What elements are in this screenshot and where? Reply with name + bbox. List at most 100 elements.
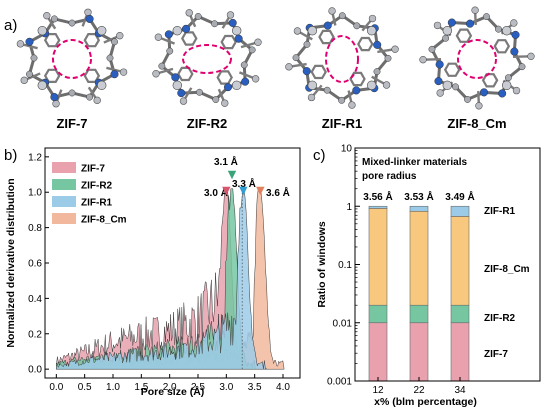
bar-segment-zif-7 bbox=[368, 322, 388, 382]
carbon-atom bbox=[185, 9, 193, 17]
carbon-atom bbox=[433, 21, 442, 30]
zinc-atom bbox=[307, 25, 318, 36]
structure-label: ZIF-R2 bbox=[187, 116, 227, 131]
legend-label: ZIF-8_Cm bbox=[81, 215, 127, 226]
legend-label: ZIF-7 bbox=[81, 164, 105, 175]
carbon-atom bbox=[303, 40, 311, 48]
carbon-atom bbox=[348, 101, 356, 109]
peak-label: 3.3 Å bbox=[232, 177, 256, 190]
carbon-atom bbox=[166, 47, 174, 55]
carbon-atom bbox=[391, 45, 399, 53]
nitrogen-atom bbox=[110, 70, 119, 79]
carbon-atom bbox=[483, 13, 490, 21]
carbon-atom bbox=[323, 86, 331, 94]
zinc-atom bbox=[307, 80, 318, 91]
legend-label: ZIF-R2 bbox=[81, 181, 113, 192]
peak-marker-icon bbox=[222, 186, 231, 196]
y-tick-label: 10 bbox=[341, 144, 353, 155]
aromatic-ring bbox=[481, 73, 499, 88]
carbon-atom bbox=[436, 89, 444, 97]
nitrogen-atom bbox=[164, 30, 173, 39]
nitrogen-atom bbox=[352, 86, 361, 95]
y-tick-label: 1.2 bbox=[28, 152, 42, 163]
molecule-3: ZIF-R1 bbox=[285, 7, 399, 131]
aromatic-ring bbox=[310, 64, 327, 80]
zinc-atom bbox=[501, 80, 512, 91]
x-tick-label: 12 bbox=[372, 385, 384, 396]
carbon-atom bbox=[518, 63, 526, 71]
molecule-1: ZIF-7 bbox=[16, 8, 128, 131]
segment-label: ZIF-7 bbox=[484, 349, 508, 360]
x-tick-label: 2.5 bbox=[191, 382, 205, 393]
zinc-atom bbox=[231, 80, 242, 91]
carbon-atom bbox=[442, 34, 450, 42]
bar-top-label: 3.53 Å bbox=[404, 190, 433, 203]
zinc-atom bbox=[37, 80, 48, 91]
nitrogen-atom bbox=[511, 30, 520, 39]
nitrogen-atom bbox=[177, 89, 186, 98]
zinc-atom bbox=[172, 80, 183, 91]
segment-label: ZIF-8_Cm bbox=[484, 264, 530, 275]
y-tick-label: 0.6 bbox=[28, 259, 42, 270]
aromatic-ring bbox=[349, 71, 366, 87]
peak-marker-icon bbox=[239, 186, 248, 196]
carbon-atom bbox=[211, 20, 218, 28]
carbon-atom bbox=[20, 76, 28, 85]
y-tick-label: 0.001 bbox=[327, 377, 352, 388]
series-area-zif-r1 bbox=[56, 188, 268, 370]
carbon-atom bbox=[464, 95, 471, 103]
nitrogen-atom bbox=[25, 37, 34, 46]
x-axis-title: Pore size (Å) bbox=[141, 385, 205, 398]
carbon-atom bbox=[504, 74, 512, 82]
carbon-atom bbox=[452, 83, 459, 91]
bar-segment-zif-r2 bbox=[409, 304, 429, 324]
y-axis-title: Ratio of windows bbox=[316, 221, 328, 307]
aromatic-ring bbox=[220, 34, 237, 50]
zinc-atom bbox=[366, 80, 377, 91]
bar-segment-zif-r1 bbox=[409, 205, 429, 212]
segment-label: ZIF-R1 bbox=[484, 206, 516, 217]
segment-label: ZIF-R2 bbox=[484, 313, 516, 324]
bar-segment-zif-7 bbox=[409, 322, 429, 382]
carbon-atom bbox=[212, 96, 220, 103]
peak-label: 3.6 Å bbox=[266, 186, 290, 199]
panel-b-chart: b) 0.0 0.5 1.0 1.5 2.0 2.5 3.0 3.5 4.0 0.0 0.2 0.4 0… bbox=[4, 147, 301, 398]
zinc-atom bbox=[231, 25, 242, 36]
nitrogen-atom bbox=[435, 60, 444, 69]
nitrogen-atom bbox=[302, 67, 311, 76]
bar-top-label: 3.49 Å bbox=[445, 190, 474, 203]
nitrogen-atom bbox=[465, 19, 475, 28]
zinc-atom bbox=[442, 25, 453, 36]
zinc-atom bbox=[172, 25, 183, 36]
bar-top-label: 3.56 Å bbox=[363, 190, 392, 203]
nitrogen-atom bbox=[234, 34, 243, 43]
carbon-atom bbox=[16, 40, 25, 48]
carbon-atom bbox=[226, 11, 235, 19]
carbon-atom bbox=[512, 86, 521, 95]
x-tick-label: 4.0 bbox=[276, 382, 290, 393]
peak-marker-icon bbox=[256, 186, 265, 196]
aromatic-ring bbox=[318, 29, 335, 45]
carbon-atom bbox=[328, 7, 336, 15]
bar-segment-zif-r2 bbox=[368, 304, 388, 324]
carbon-atom bbox=[373, 68, 381, 76]
panel-b-letter: b) bbox=[4, 147, 17, 164]
aromatic-ring bbox=[443, 62, 461, 77]
y-tick-label: 0.1 bbox=[338, 260, 352, 271]
y-tick-label: 0.4 bbox=[28, 294, 42, 305]
carbon-atom bbox=[527, 52, 535, 61]
nitrogen-atom bbox=[447, 18, 456, 27]
aromatic-ring bbox=[216, 70, 233, 85]
carbon-atom bbox=[428, 45, 436, 53]
x-tick-label: 1.0 bbox=[106, 382, 120, 393]
aromatic-ring bbox=[357, 36, 374, 52]
nitrogen-atom bbox=[498, 89, 507, 98]
bar-segment-zif-r2 bbox=[450, 304, 470, 324]
panel-a-letter: a) bbox=[4, 17, 17, 34]
nitrogen-atom bbox=[434, 77, 443, 86]
nitrogen-atom bbox=[181, 24, 191, 33]
carbon-atom bbox=[116, 31, 124, 40]
legend-swatch bbox=[52, 196, 76, 207]
aromatic-ring bbox=[177, 66, 194, 82]
